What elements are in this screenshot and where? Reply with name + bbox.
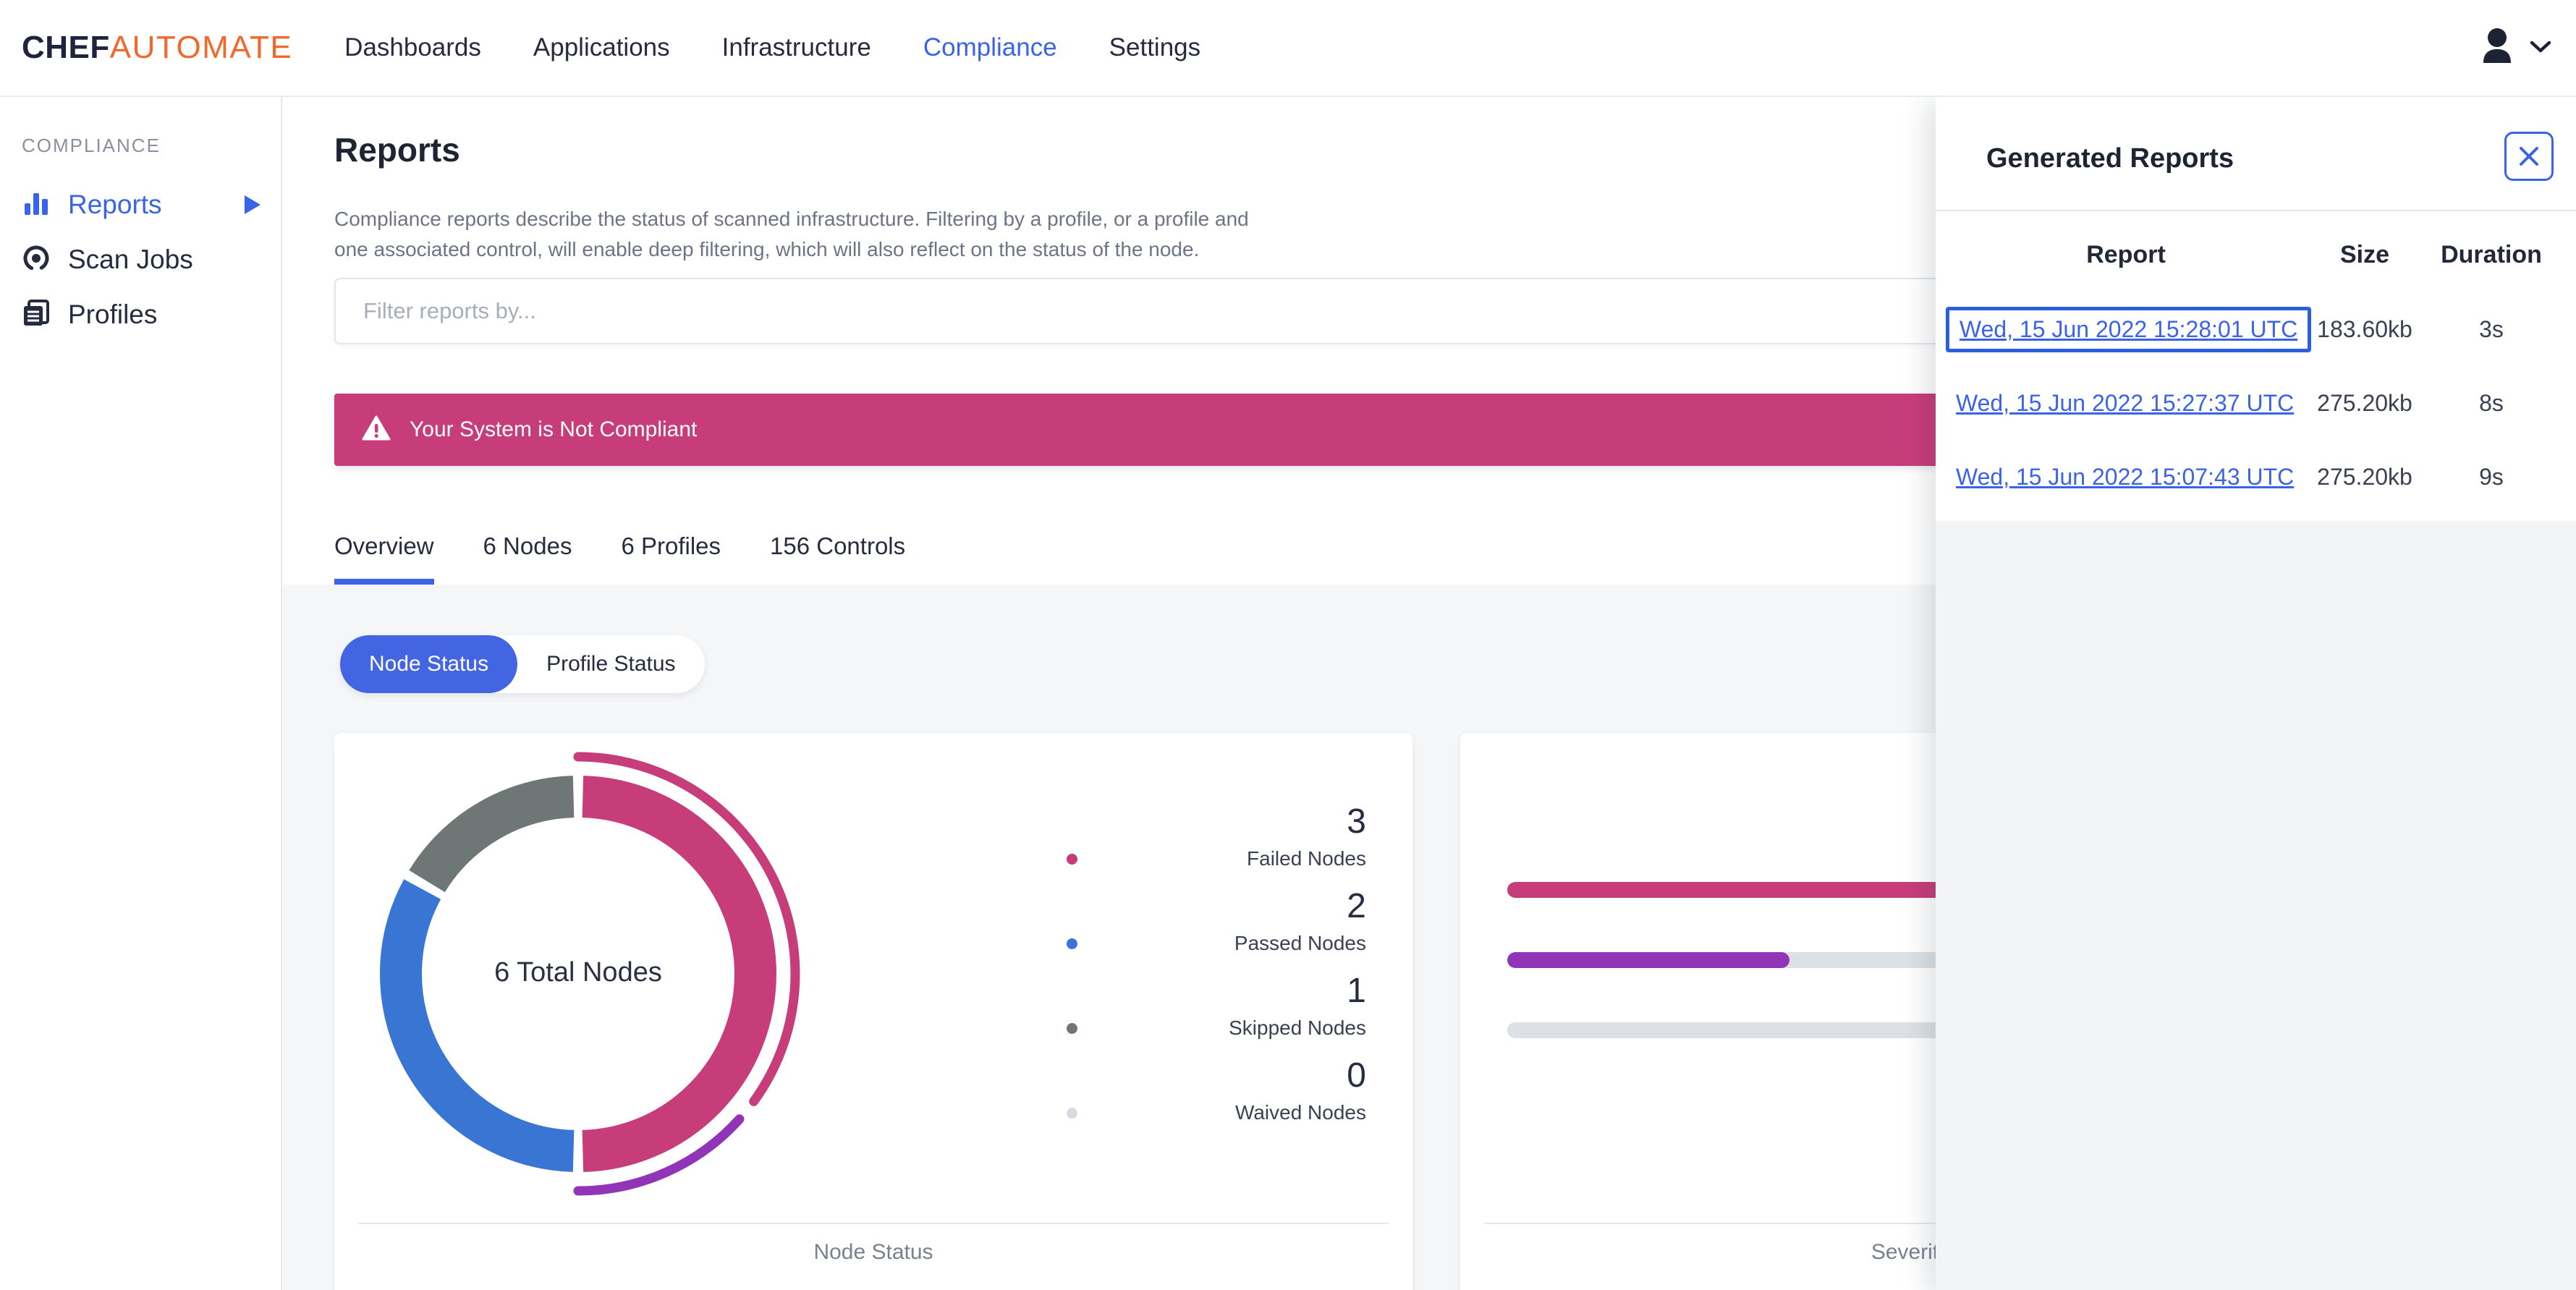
card-footer-divider: Node Status: [358, 1223, 1389, 1265]
person-icon[interactable]: [2476, 25, 2518, 71]
tab-nodes[interactable]: 6 Nodes: [483, 532, 572, 559]
node-status-donut: [380, 752, 800, 1196]
profiles-icon: [20, 297, 52, 333]
report-duration: 3s: [2479, 315, 2504, 342]
reports-table-body: Wed, 15 Jun 2022 15:28:01 UTC 183.60kb 3…: [1936, 292, 2576, 514]
node-status-card-title: Node Status: [813, 1240, 933, 1264]
severity-bar-fill: [1507, 952, 1789, 968]
scan-nodes-icon: [20, 242, 52, 278]
legend-entry-failed: 3 Failed Nodes: [1062, 802, 1366, 870]
nav-item-infrastructure[interactable]: Infrastructure: [721, 33, 871, 61]
nav-item-settings[interactable]: Settings: [1109, 33, 1201, 61]
focused-report-link-ring: Wed, 15 Jun 2022 15:28:01 UTC: [1946, 306, 2312, 352]
report-size: 275.20kb: [2317, 463, 2412, 490]
nav-item-applications[interactable]: Applications: [533, 33, 670, 61]
sidebar-item-profiles[interactable]: Profiles: [0, 287, 281, 342]
sidebar-item-label: Profiles: [68, 300, 158, 329]
table-row: Wed, 15 Jun 2022 15:28:01 UTC 183.60kb 3…: [1936, 292, 2576, 366]
passed-dot-icon: [1067, 938, 1077, 949]
profile-status-toggle-button[interactable]: Profile Status: [546, 652, 676, 676]
waived-dot-icon: [1067, 1107, 1077, 1119]
page-title: Reports: [334, 131, 460, 169]
chevron-down-icon[interactable]: [2530, 40, 2551, 56]
tab-profiles[interactable]: 6 Profiles: [621, 532, 721, 559]
table-row: Wed, 15 Jun 2022 15:07:43 UTC 275.20kb 9…: [1936, 440, 2576, 514]
legend-value: 1: [1347, 972, 1366, 1010]
sidebar-item-label: Scan Jobs: [68, 245, 193, 274]
legend-entry-passed: 2 Passed Nodes: [1062, 887, 1366, 955]
report-link[interactable]: Wed, 15 Jun 2022 15:07:43 UTC: [1956, 463, 2295, 490]
node-status-legend: 3 Failed Nodes 2 Passed Nodes 1 Skipped …: [1062, 802, 1366, 1141]
compliance-sidebar: COMPLIANCE Reports Scan Jobs Profiles: [0, 97, 282, 1290]
column-header-report: Report: [2086, 240, 2166, 268]
panel-divider: [1936, 210, 2576, 211]
legend-entry-waived: 0 Waived Nodes: [1062, 1056, 1366, 1124]
close-icon: [2520, 147, 2538, 166]
status-toggle: Node Status Profile Status: [340, 635, 705, 693]
bar-chart-icon: [20, 187, 52, 223]
report-tabs: Overview 6 Nodes 6 Profiles 156 Controls: [334, 532, 905, 585]
logo-automate: AUTOMATE: [109, 30, 293, 65]
legend-value: 2: [1347, 887, 1366, 925]
generated-reports-table-area: Generated Reports Report Size Duration W…: [1936, 97, 2576, 521]
legend-value: 3: [1347, 802, 1366, 841]
legend-label: Failed Nodes: [1247, 847, 1366, 870]
legend-entry-skipped: 1 Skipped Nodes: [1062, 972, 1366, 1040]
donut-center-label: 6 Total Nodes: [494, 957, 662, 988]
chef-automate-logo[interactable]: CHEFAUTOMATE: [22, 30, 292, 66]
report-size: 275.20kb: [2317, 389, 2412, 416]
sidebar-section-label: COMPLIANCE: [22, 135, 161, 156]
report-link[interactable]: Wed, 15 Jun 2022 15:27:37 UTC: [1956, 389, 2295, 416]
column-header-size: Size: [2339, 240, 2390, 268]
legend-value: 0: [1347, 1056, 1366, 1095]
column-header-duration: Duration: [2441, 240, 2542, 268]
nav-item-dashboards[interactable]: Dashboards: [344, 33, 481, 61]
sidebar-item-reports[interactable]: Reports: [0, 177, 281, 232]
close-button[interactable]: [2504, 132, 2554, 181]
skipped-dot-icon: [1067, 1022, 1077, 1034]
tab-overview[interactable]: Overview: [334, 532, 434, 585]
logo-chef: CHEF: [22, 30, 110, 65]
nav-item-compliance[interactable]: Compliance: [923, 33, 1057, 61]
legend-label: Passed Nodes: [1234, 932, 1366, 954]
triangle-right-icon[interactable]: [245, 195, 260, 214]
node-status-toggle-button[interactable]: Node Status: [340, 635, 518, 693]
warning-triangle-icon: [362, 415, 391, 445]
panel-title: Generated Reports: [1986, 143, 2234, 174]
report-duration: 8s: [2479, 389, 2504, 416]
page-description: Compliance reports describe the status o…: [334, 204, 1249, 265]
page-description-line1: Compliance reports describe the status o…: [334, 208, 1249, 230]
sidebar-item-scan-jobs[interactable]: Scan Jobs: [0, 232, 281, 287]
table-row: Wed, 15 Jun 2022 15:27:37 UTC 275.20kb 8…: [1936, 366, 2576, 440]
banner-text: Your System is Not Compliant: [410, 417, 698, 441]
legend-label: Skipped Nodes: [1229, 1017, 1366, 1039]
generated-reports-panel: Generated Reports Report Size Duration W…: [1936, 97, 2576, 1290]
report-duration: 9s: [2479, 463, 2504, 490]
report-size: 183.60kb: [2317, 315, 2412, 342]
failed-dot-icon: [1067, 853, 1077, 865]
sidebar-item-label: Reports: [68, 190, 162, 219]
page-description-line2: one associated control, will enable deep…: [334, 238, 1200, 260]
primary-nav: Dashboards Applications Infrastructure C…: [344, 33, 1200, 62]
report-link[interactable]: Wed, 15 Jun 2022 15:28:01 UTC: [1959, 315, 2298, 342]
reports-table-header: Report Size Duration: [1936, 239, 2576, 271]
node-status-card: 6 Total Nodes 3 Failed Nodes 2 Passed No…: [334, 733, 1412, 1290]
legend-label: Waived Nodes: [1234, 1101, 1366, 1124]
tab-controls[interactable]: 156 Controls: [770, 532, 906, 559]
top-navbar: CHEFAUTOMATE Dashboards Applications Inf…: [0, 0, 2576, 97]
